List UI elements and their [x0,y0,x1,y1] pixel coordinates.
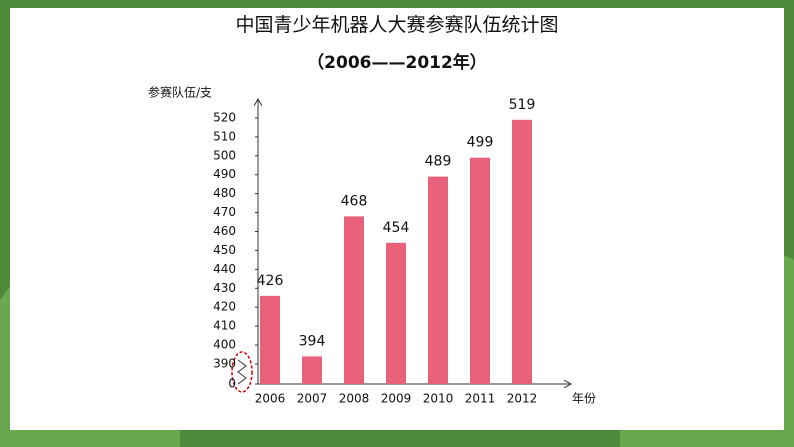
y-tick-label: 500 [213,148,236,162]
y-tick-label: 450 [213,243,236,257]
x-tick-label: 2010 [423,392,454,406]
y-tick-label: 440 [213,262,236,276]
x-axis-label: 年份 [572,392,596,406]
bar [512,119,532,385]
y-axis-label: 参赛队伍/支 [148,85,212,100]
y-tick-label: 520 [213,110,236,124]
chart-title: 中国青少年机器人大赛参赛队伍统计图 [235,14,558,36]
value-label: 468 [341,193,368,209]
y-tick-label: 400 [213,338,236,352]
bar [302,356,322,384]
value-label: 426 [257,273,284,289]
y-tick-label: 490 [213,167,236,181]
value-label: 499 [467,135,494,151]
y-tick-label: 460 [213,224,236,238]
y-tick-label: 390 [213,357,236,371]
x-tick-label: 2006 [255,392,286,406]
y-tick-label: 410 [213,319,236,333]
y-tick-label: 470 [213,205,236,219]
y-tick-label: 420 [213,300,236,314]
value-label: 454 [383,220,410,236]
x-tick-label: 2012 [507,392,538,406]
bar [260,295,280,384]
y-tick-label: 510 [213,129,236,143]
y-tick-label: 430 [213,281,236,295]
bar [344,216,364,384]
axis-break [237,359,247,385]
value-label: 394 [299,333,326,349]
x-tick-label: 2007 [297,392,328,406]
x-tick-label: 2009 [381,392,412,406]
y-tick-label: 0 [228,377,236,391]
y-tick-label: 480 [213,186,236,200]
x-tick-label: 2011 [465,392,496,406]
value-label: 489 [425,154,452,170]
value-label: 519 [509,97,536,113]
bar [386,242,406,384]
bar [470,157,490,384]
break-highlight [231,351,253,393]
x-tick-label: 2008 [339,392,370,406]
bar [428,176,448,384]
chart-subtitle: （2006——2012年） [307,52,487,73]
